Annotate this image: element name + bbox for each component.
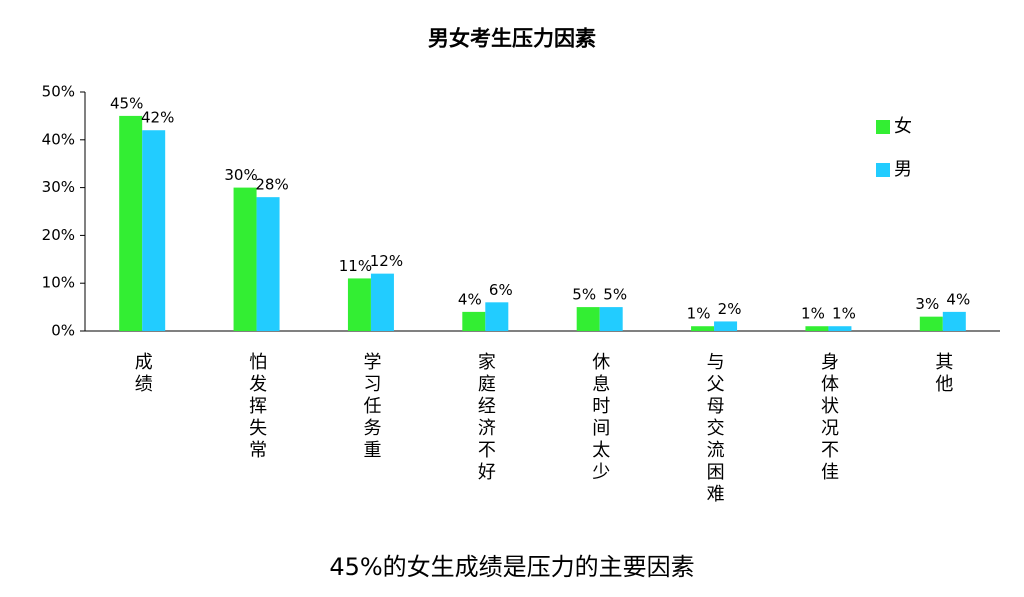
value-label: 3% [915, 295, 939, 313]
y-tick-label: 50% [42, 83, 75, 101]
bar [347, 278, 371, 331]
bar [805, 326, 829, 331]
value-label: 42% [141, 109, 174, 127]
bar [691, 326, 715, 331]
value-label: 28% [255, 176, 288, 194]
value-label: 12% [370, 252, 403, 270]
y-tick-label: 30% [42, 178, 75, 196]
value-label: 4% [458, 290, 482, 308]
x-tick-label: 身体状况不佳 [818, 352, 839, 484]
bar [485, 302, 509, 331]
value-label: 2% [718, 300, 742, 318]
caption: 45%的女生成绩是压力的主要因素 [329, 553, 694, 581]
bar [919, 316, 943, 331]
y-tick-label: 10% [42, 274, 75, 292]
value-label: 6% [489, 281, 513, 299]
x-tick-label: 学习任务重 [360, 352, 381, 462]
value-label: 1% [687, 305, 711, 323]
bar [576, 307, 600, 331]
x-tick-label: 休息时间太少 [589, 352, 610, 484]
bar [714, 321, 738, 331]
legend-label: 女 [894, 116, 912, 137]
legend-label: 男 [894, 159, 912, 180]
x-tick-label: 成绩 [132, 352, 153, 396]
value-label: 5% [572, 286, 596, 304]
value-label: 30% [224, 166, 257, 184]
bar [256, 197, 280, 331]
y-tick-label: 0% [51, 322, 75, 340]
value-label: 45% [110, 94, 143, 112]
legend-swatch [876, 163, 890, 177]
value-label: 4% [946, 290, 970, 308]
bar [599, 307, 623, 331]
bar [828, 326, 852, 331]
bar [119, 115, 143, 332]
y-tick-label: 20% [42, 226, 75, 244]
bar [942, 311, 966, 331]
bar [233, 187, 257, 331]
x-tick-label: 怕发挥失常 [246, 352, 267, 462]
x-tick-label: 与父母交流困难 [704, 352, 725, 506]
y-tick-label: 40% [42, 130, 75, 148]
bar [142, 130, 166, 331]
x-tick-label: 其他 [932, 352, 953, 396]
value-label: 1% [832, 305, 856, 323]
value-label: 5% [603, 286, 627, 304]
legend-swatch [876, 120, 890, 134]
chart-title: 男女考生压力因素 [428, 26, 596, 51]
value-label: 1% [801, 305, 825, 323]
value-label: 11% [339, 257, 372, 275]
bar [462, 311, 486, 331]
bar [370, 273, 394, 331]
x-tick-label: 家庭经济不好 [475, 352, 496, 484]
